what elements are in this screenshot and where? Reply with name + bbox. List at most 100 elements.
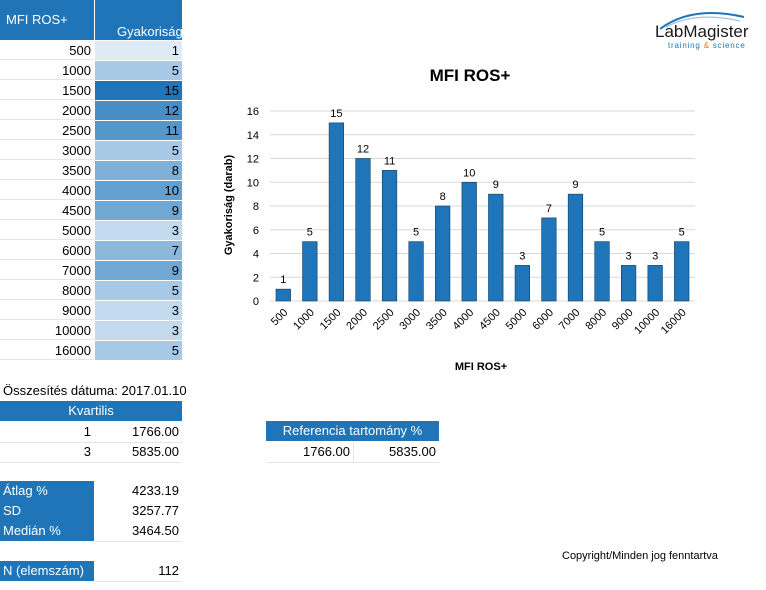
reference-header: Referencia tartomány % (266, 421, 439, 441)
frequency-cell: 8 (95, 161, 182, 180)
bar-9000 (620, 265, 637, 302)
table-header-frequency: Gyakoriság (95, 0, 183, 40)
sd-label: SD (0, 501, 94, 521)
table-row: 8000 5 (0, 281, 182, 301)
frequency-cell: 9 (95, 201, 182, 220)
data-label: 10 (463, 167, 475, 179)
quartile-header: Kvartilis (0, 401, 182, 421)
logo-tagline: training & science (668, 41, 746, 50)
quartile-row-1-label: 1 (83, 424, 91, 439)
x-tick-label: 7000 (557, 307, 583, 333)
mfi-value-cell: 1000 (0, 61, 94, 80)
bar-2500 (381, 170, 398, 302)
y-tick-label: 4 (253, 249, 259, 261)
x-tick-label: 3000 (397, 307, 423, 333)
bar-1500 (328, 122, 345, 302)
data-label: 12 (357, 144, 369, 156)
quartile-row-3-label: 3 (83, 444, 91, 459)
x-tick-label: 2500 (371, 307, 397, 333)
table-row: 2000 12 (0, 101, 182, 121)
bar-10000 (647, 265, 663, 302)
bar-16000 (674, 241, 690, 302)
table-row: 7000 9 (0, 261, 182, 281)
frequency-cell: 12 (95, 101, 182, 120)
chart-bars (275, 122, 690, 302)
data-label: 1 (280, 274, 286, 286)
y-axis-title: Gyakoriság (darab) (223, 155, 235, 256)
mfi-value-cell: 6000 (0, 241, 94, 260)
mfi-value-cell: 3500 (0, 161, 94, 180)
bar-4500 (488, 193, 504, 302)
y-tick-label: 14 (247, 130, 259, 142)
copyright-text: Copyright/Minden jog fenntartva (562, 550, 718, 562)
reference-low: 1766.00 (266, 442, 354, 462)
data-label: 15 (330, 108, 342, 120)
y-tick-label: 10 (247, 177, 259, 189)
frequency-cell: 9 (95, 261, 182, 280)
divider (95, 541, 182, 542)
table-row: 6000 7 (0, 241, 182, 261)
divider (0, 462, 182, 463)
sd-value: 3257.77 (132, 503, 179, 518)
bar-5000 (514, 265, 530, 302)
frequency-cell: 5 (95, 281, 182, 300)
table-row: 5000 3 (0, 221, 182, 241)
table-row: 4500 9 (0, 201, 182, 221)
summary-date: Összesítés dátuma: 2017.01.10 (3, 383, 187, 398)
y-tick-label: 0 (253, 296, 259, 308)
y-tick-label: 16 (247, 106, 259, 118)
data-label: 3 (626, 250, 632, 262)
mfi-value-cell: 4500 (0, 201, 94, 220)
reference-high: 5835.00 (389, 444, 436, 459)
y-tick-label: 2 (253, 272, 259, 284)
y-tick-label: 12 (247, 154, 259, 166)
mfi-value-cell: 2000 (0, 101, 94, 120)
chart-x-ticks: 500 1000 1500 2000 2500 3000 3500 4000 4500 5000 6… (269, 307, 689, 337)
bar-2000 (355, 158, 371, 302)
mfi-value-cell: 4000 (0, 181, 94, 200)
frequency-cell: 3 (95, 301, 182, 320)
data-label: 8 (440, 191, 446, 203)
mfi-value-cell: 8000 (0, 281, 94, 300)
y-tick-label: 6 (253, 225, 259, 237)
frequency-cell: 3 (95, 321, 182, 340)
x-tick-label: 4000 (451, 307, 477, 333)
table-row: 4000 10 (0, 181, 182, 201)
data-label: 5 (599, 227, 605, 239)
data-label: 5 (413, 227, 419, 239)
table-row: 500 1 (0, 41, 182, 61)
median-label: Medián % (0, 521, 94, 541)
bar-8000 (594, 241, 610, 302)
data-label: 11 (384, 155, 395, 167)
x-tick-label: 2000 (344, 307, 370, 333)
x-tick-label: 10000 (632, 307, 662, 337)
x-tick-label: 1000 (291, 307, 317, 333)
frequency-cell: 3 (95, 221, 182, 240)
mfi-value-cell: 10000 (0, 321, 94, 340)
mfi-value-cell: 2500 (0, 121, 94, 140)
quartile-row-1-value: 1766.00 (132, 424, 179, 439)
mfi-value-cell: 5000 (0, 221, 94, 240)
x-tick-label: 5000 (504, 307, 530, 333)
x-tick-label: 16000 (659, 307, 689, 337)
divider (266, 462, 439, 463)
mfi-value-cell: 1500 (0, 81, 94, 100)
data-label: 9 (493, 179, 499, 191)
data-label: 3 (652, 250, 658, 262)
frequency-cell: 5 (95, 341, 182, 360)
bar-7000 (567, 193, 584, 302)
bar-4000 (461, 181, 477, 302)
data-label: 7 (546, 203, 552, 215)
divider (95, 581, 182, 582)
table-row: 3000 5 (0, 141, 182, 161)
x-tick-label: 1500 (318, 307, 344, 333)
bar-6000 (541, 217, 557, 302)
table-row: 3500 8 (0, 161, 182, 181)
table-row: 1500 15 (0, 81, 182, 101)
table-row: 16000 5 (0, 341, 182, 361)
table-row: 9000 3 (0, 301, 182, 321)
frequency-cell: 10 (95, 181, 182, 200)
logo-swoosh-icon (659, 12, 745, 30)
divider (0, 442, 182, 443)
